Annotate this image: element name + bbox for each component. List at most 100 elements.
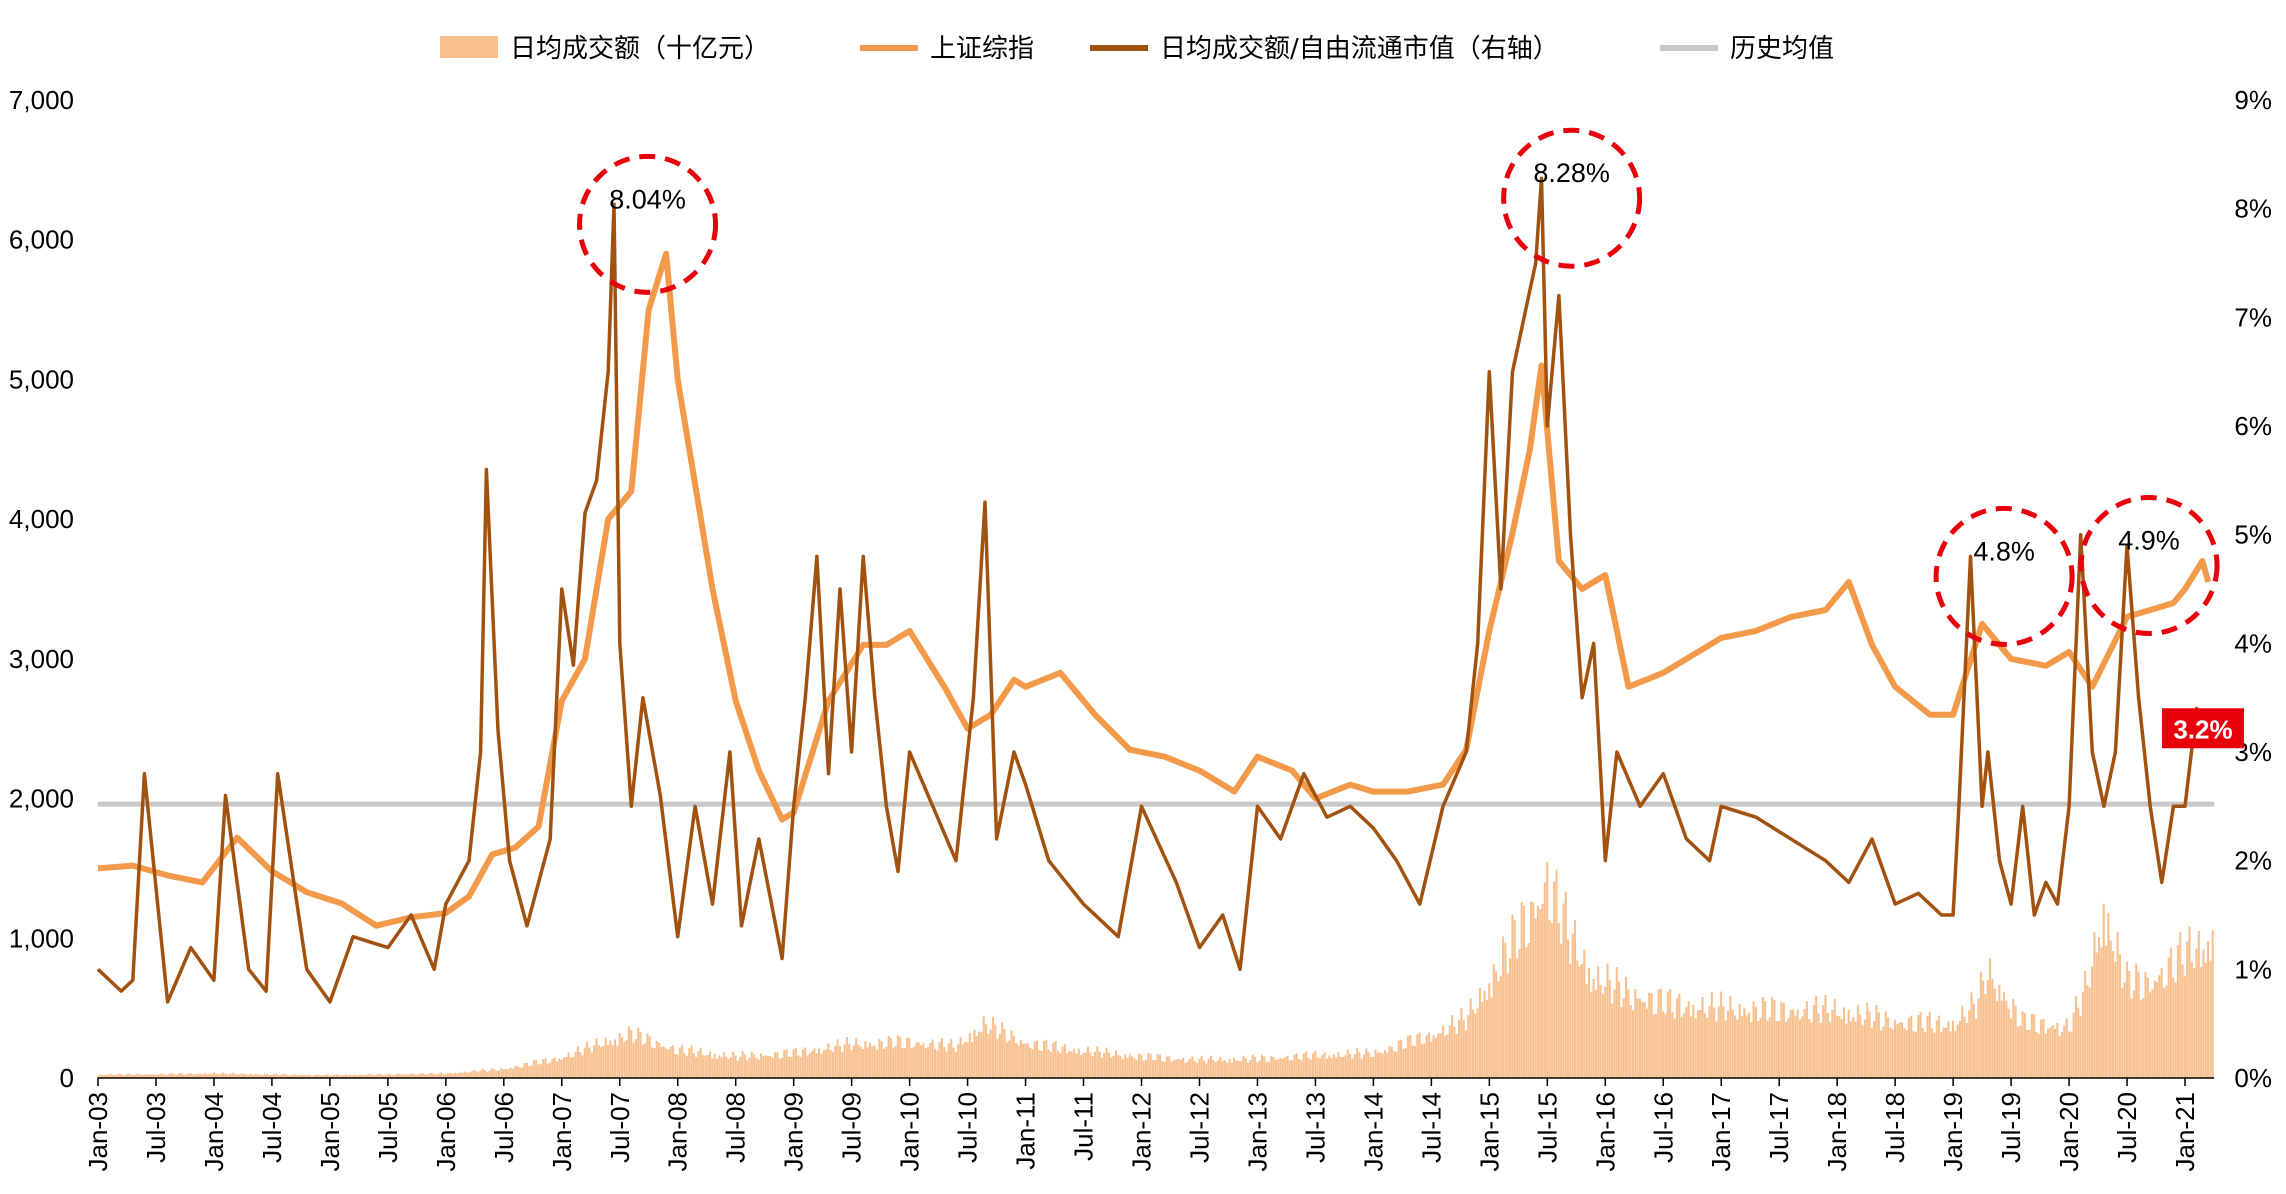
turnover-bar	[1924, 1031, 1927, 1078]
turnover-bar	[2084, 971, 2087, 1078]
turnover-bar	[430, 1072, 433, 1078]
turnover-bar	[2047, 1028, 2050, 1078]
turnover-bar	[1100, 1057, 1104, 1078]
turnover-bar	[161, 1073, 164, 1078]
turnover-bar	[889, 1038, 892, 1078]
turnover-bar	[514, 1065, 517, 1078]
turnover-bar	[1564, 891, 1567, 1078]
turnover-bar	[1360, 1058, 1363, 1078]
turnover-bar	[978, 1031, 981, 1078]
turnover-bar	[602, 1046, 605, 1078]
turnover-bar	[1989, 958, 1992, 1078]
turnover-bar	[126, 1073, 130, 1078]
turnover-bar	[880, 1041, 883, 1078]
turnover-bar	[1492, 963, 1495, 1078]
x-tick-label: Jan-05	[315, 1092, 345, 1172]
turnover-bar	[1722, 1006, 1725, 1078]
turnover-bar	[597, 1045, 600, 1078]
turnover-bar	[818, 1048, 821, 1078]
turnover-bar	[991, 1016, 995, 1078]
turnover-bar	[319, 1075, 322, 1078]
turnover-bar	[609, 1040, 612, 1078]
turnover-bar	[1785, 1021, 1788, 1078]
turnover-bar	[2079, 1015, 2082, 1078]
turnover-bar	[131, 1074, 134, 1078]
turnover-bar	[1205, 1063, 1208, 1078]
turnover-bar	[138, 1074, 141, 1078]
turnover-bar	[1680, 1016, 1683, 1078]
turnover-bar	[1745, 1015, 1748, 1078]
turnover-bar	[732, 1051, 735, 1078]
turnover-bar	[405, 1074, 408, 1078]
turnover-bar	[1956, 1024, 1959, 1078]
turnover-bar	[576, 1046, 579, 1078]
turnover-bar	[1344, 1055, 1347, 1078]
turnover-bar	[1678, 993, 1681, 1078]
turnover-bar	[117, 1073, 120, 1078]
turnover-bar	[2033, 1014, 2036, 1078]
turnover-bar	[210, 1073, 213, 1078]
x-tick-label: Jul-13	[1300, 1092, 1330, 1163]
turnover-bar	[1087, 1046, 1090, 1078]
turnover-bar	[1490, 997, 1493, 1078]
turnover-bar	[1863, 1019, 1866, 1078]
turnover-bar	[1759, 1017, 1762, 1078]
turnover-bar	[1738, 1003, 1741, 1078]
turnover-bar	[164, 1074, 167, 1078]
turnover-bar	[1495, 971, 1498, 1078]
turnover-bar	[581, 1055, 584, 1078]
turnover-bar	[1659, 988, 1662, 1078]
x-tick-label: Jan-06	[431, 1092, 461, 1172]
turnover-bar	[507, 1069, 510, 1078]
turnover-bar	[776, 1052, 779, 1078]
turnover-bar	[1676, 998, 1679, 1078]
turnover-bar	[711, 1058, 714, 1078]
turnover-bar	[1615, 967, 1618, 1078]
turnover-bar	[1891, 1029, 1894, 1078]
turnover-bar	[1840, 1019, 1843, 1078]
turnover-bar	[1794, 1015, 1797, 1078]
turnover-bar	[1912, 1031, 1915, 1078]
turnover-bar	[1829, 1021, 1832, 1078]
turnover-bar	[852, 1045, 855, 1078]
turnover-bar	[1761, 996, 1764, 1078]
turnover-bar	[1590, 992, 1593, 1078]
turnover-bar	[1149, 1053, 1152, 1078]
turnover-bar	[2165, 985, 2168, 1078]
turnover-bar	[1692, 1004, 1695, 1078]
turnover-bar	[959, 1036, 962, 1078]
turnover-bar	[896, 1035, 899, 1078]
turnover-bar	[2160, 968, 2163, 1078]
turnover-bar	[660, 1046, 663, 1078]
turnover-bar	[1084, 1052, 1087, 1078]
turnover-bar	[1791, 1009, 1795, 1078]
turnover-bar	[166, 1074, 169, 1078]
turnover-bar	[1455, 1033, 1458, 1078]
turnover-bar	[1931, 1028, 1934, 1078]
x-tick-label: Jan-20	[2054, 1092, 2084, 1172]
turnover-bar	[562, 1057, 566, 1078]
turnover-bar	[291, 1074, 294, 1078]
turnover-bar	[574, 1051, 577, 1078]
turnover-bar	[778, 1058, 781, 1078]
turnover-bar	[2042, 1018, 2045, 1078]
turnover-bar	[2058, 1036, 2061, 1078]
turnover-bar	[1900, 1022, 1904, 1078]
series-lines	[96, 176, 2212, 1004]
turnover-bar	[885, 1046, 888, 1078]
turnover-bar	[968, 1033, 971, 1078]
turnover-bar	[1031, 1049, 1034, 1078]
turnover-bar	[829, 1050, 832, 1078]
turnover-bar	[2107, 912, 2110, 1078]
turnover-bar	[351, 1075, 355, 1078]
turnover-bar	[2116, 931, 2119, 1078]
legend-label: 日均成交额（十亿元）	[510, 34, 770, 64]
turnover-bar	[1673, 1018, 1676, 1078]
turnover-bar	[259, 1074, 262, 1078]
turnover-bar	[1430, 1041, 1433, 1078]
x-tick-label: Jan-04	[199, 1092, 229, 1172]
turnover-bar	[1822, 1005, 1825, 1078]
turnover-bar	[444, 1074, 447, 1078]
turnover-bar	[1947, 1021, 1950, 1078]
turnover-bar	[1015, 1043, 1018, 1078]
